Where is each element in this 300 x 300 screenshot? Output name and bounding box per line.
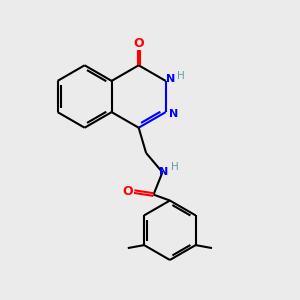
Text: O: O xyxy=(134,38,144,50)
Text: N: N xyxy=(167,74,176,84)
Text: O: O xyxy=(122,185,133,198)
Text: N: N xyxy=(169,109,178,118)
Text: N: N xyxy=(159,167,169,177)
Text: H: H xyxy=(171,162,179,172)
Text: H: H xyxy=(177,70,184,80)
